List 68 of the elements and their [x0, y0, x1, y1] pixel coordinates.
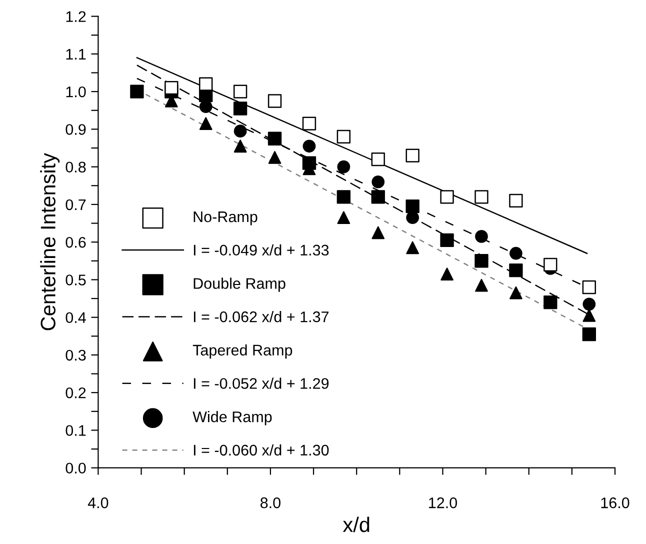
x-axis-title: x/d	[342, 516, 370, 532]
point	[475, 278, 488, 292]
point	[582, 309, 596, 322]
y-axis-title: Centerline Intensity	[40, 152, 60, 330]
x-tick-label: 4.0	[88, 497, 108, 508]
point	[510, 246, 522, 260]
point	[406, 211, 420, 224]
point	[475, 230, 488, 243]
point	[337, 160, 350, 174]
x-tick-label: 8.0	[260, 497, 280, 508]
point	[336, 130, 351, 144]
y-tick-label: 0.6	[66, 236, 86, 248]
legend-label: I = -0.060 x/d + 1.30	[194, 444, 329, 456]
point	[268, 132, 282, 146]
point	[336, 190, 351, 204]
point	[371, 190, 385, 204]
x-tick-label: 16.0	[601, 497, 630, 508]
point	[440, 268, 454, 280]
point	[510, 286, 522, 300]
point	[406, 200, 420, 214]
point	[164, 80, 178, 95]
point	[544, 258, 558, 272]
point	[199, 77, 213, 91]
y-tick-label: 0.5	[66, 274, 86, 286]
point	[233, 84, 248, 98]
legend-label: I = -0.062 x/d + 1.37	[194, 311, 329, 322]
y-tick-label: 0.0	[66, 462, 86, 474]
y-tick-label: 0.3	[66, 350, 86, 361]
x-tick-label: 12.0	[429, 497, 457, 508]
point	[371, 152, 385, 166]
point	[233, 102, 248, 116]
point	[544, 295, 558, 310]
legend-label: I = -0.049 x/d + 1.33	[194, 244, 329, 256]
point	[234, 140, 247, 153]
legend-label: Tapered Ramp	[192, 344, 292, 359]
point	[337, 211, 350, 224]
legend-label: Wide Ramp	[192, 411, 272, 426]
point	[440, 190, 454, 204]
legend-label: Double Ramp	[194, 278, 286, 292]
y-tick-label: 0.1	[66, 425, 86, 436]
point	[582, 280, 596, 294]
point	[582, 327, 596, 342]
y-tick-label: 0.4	[66, 312, 86, 324]
y-tick-label: 0.7	[66, 199, 86, 210]
point	[302, 156, 316, 170]
y-tick-label: 0.8	[66, 162, 86, 173]
point	[474, 254, 488, 268]
y-tick-label: 0.9	[66, 124, 86, 135]
point	[440, 233, 454, 248]
point	[199, 100, 212, 114]
point	[509, 263, 523, 278]
point	[372, 175, 385, 188]
point	[372, 226, 385, 240]
y-tick-label: 1.2	[66, 11, 86, 22]
point	[199, 117, 212, 130]
legend-label: I = -0.052 x/d + 1.29	[194, 378, 329, 389]
point	[302, 116, 316, 130]
point	[406, 241, 420, 254]
point	[268, 94, 282, 108]
y-tick-label: 0.2	[66, 387, 86, 398]
point	[130, 84, 144, 98]
point	[234, 124, 247, 138]
point	[302, 140, 316, 153]
point	[582, 298, 596, 311]
legend-label: No-Ramp	[194, 212, 258, 226]
y-tick-label: 1.0	[66, 86, 86, 98]
point	[268, 150, 282, 164]
y-tick-label: 1.1	[66, 48, 86, 60]
